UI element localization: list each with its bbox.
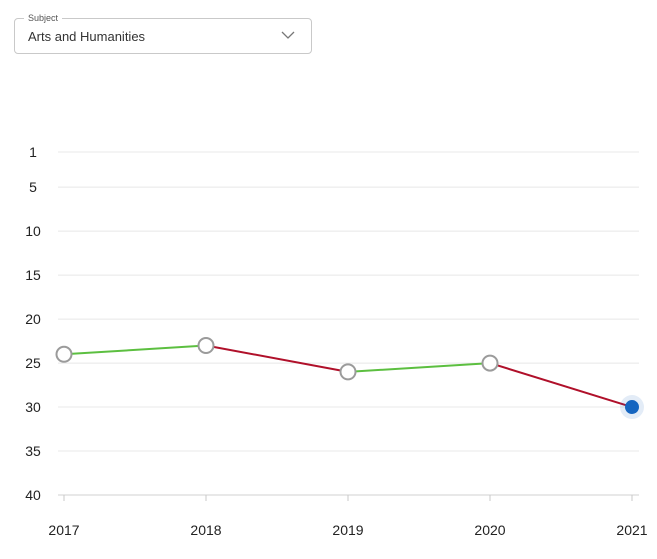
data-point: [339, 363, 357, 381]
y-tick-label: 15: [25, 267, 41, 283]
y-tick-label: 1: [29, 144, 37, 160]
line-segment-fall: [205, 344, 349, 373]
y-tick-label: 40: [25, 487, 41, 503]
subject-select-label: Subject: [24, 12, 63, 24]
y-tick-label: 20: [25, 311, 41, 327]
line-segment-rise: [63, 344, 207, 356]
y-tick-label: 35: [25, 443, 41, 459]
y-tick-label: 10: [25, 223, 41, 239]
chevron-down-icon: [281, 31, 295, 39]
line-segment-fall: [489, 362, 633, 409]
data-point: [55, 345, 73, 363]
x-tick-label: 2019: [332, 522, 363, 538]
line-segment-rise: [347, 362, 491, 373]
data-point: [481, 354, 499, 372]
y-tick-label: 30: [25, 399, 41, 415]
x-tick-label: 2021: [616, 522, 647, 538]
subject-select-value: Arts and Humanities: [28, 29, 146, 44]
x-tick-label: 2017: [48, 522, 79, 538]
x-tick-label: 2020: [474, 522, 505, 538]
y-tick-label: 5: [29, 179, 37, 195]
subject-select[interactable]: Subject Arts and Humanities: [14, 12, 312, 54]
x-tick-label: 2018: [190, 522, 221, 538]
data-point-current: [625, 400, 639, 415]
data-point: [197, 336, 215, 354]
y-tick-label: 25: [25, 355, 41, 371]
